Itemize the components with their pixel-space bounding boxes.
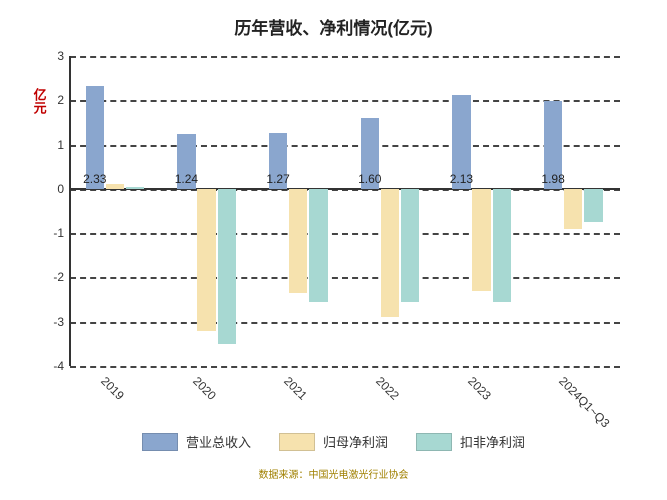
plot-area: -4-3-2-101232.3320191.2420201.2720211.60… xyxy=(70,56,620,366)
bar-value-label: 1.27 xyxy=(266,172,289,186)
grid-line xyxy=(70,100,620,102)
legend-label: 扣非净利润 xyxy=(460,432,525,451)
bar xyxy=(564,189,582,229)
y-tick-label: 0 xyxy=(57,182,64,196)
bar-value-label: 1.60 xyxy=(358,172,381,186)
legend-item: 营业总收入 xyxy=(142,432,251,451)
bar-value-label: 1.98 xyxy=(541,172,564,186)
x-tick-label: 2023 xyxy=(465,374,494,403)
y-axis xyxy=(69,56,71,366)
grid-line xyxy=(70,145,620,147)
y-tick-label: -1 xyxy=(53,226,64,240)
chart-container: 历年营收、净利情况(亿元) 亿元 -4-3-2-101232.3320191.2… xyxy=(0,0,667,500)
grid-line xyxy=(70,56,620,58)
legend-item: 扣非净利润 xyxy=(416,432,525,451)
bar-value-label: 1.24 xyxy=(175,172,198,186)
bar xyxy=(493,189,511,302)
legend-swatch xyxy=(279,433,315,451)
bar xyxy=(289,189,307,293)
bar xyxy=(106,184,124,188)
bar xyxy=(309,189,327,302)
bar xyxy=(584,189,602,222)
x-tick-label: 2022 xyxy=(373,374,402,403)
bar xyxy=(401,189,419,302)
x-tick-label: 2021 xyxy=(281,374,310,403)
x-tick-label: 2024Q1~Q3 xyxy=(556,374,612,430)
bar xyxy=(381,189,399,317)
y-tick-label: 2 xyxy=(57,93,64,107)
chart-title: 历年营收、净利情况(亿元) xyxy=(0,14,667,39)
legend-swatch xyxy=(142,433,178,451)
grid-line xyxy=(70,277,620,279)
y-tick-label: 3 xyxy=(57,49,64,63)
legend-label: 营业总收入 xyxy=(186,432,251,451)
grid-line xyxy=(70,233,620,235)
bar xyxy=(126,187,144,189)
bar xyxy=(218,189,236,344)
x-tick-label: 2019 xyxy=(98,374,127,403)
bar-value-label: 2.33 xyxy=(83,172,106,186)
legend: 营业总收入 归母净利润 扣非净利润 xyxy=(0,432,667,451)
legend-label: 归母净利润 xyxy=(323,432,388,451)
grid-line xyxy=(70,366,620,368)
y-tick-label: 1 xyxy=(57,138,64,152)
y-tick-label: -2 xyxy=(53,270,64,284)
bar xyxy=(197,189,215,331)
legend-item: 归母净利润 xyxy=(279,432,388,451)
bar xyxy=(472,189,490,291)
bar-value-label: 2.13 xyxy=(450,172,473,186)
x-tick-label: 2020 xyxy=(190,374,219,403)
grid-line xyxy=(70,322,620,324)
y-axis-label: 亿元 xyxy=(32,88,46,114)
y-tick-label: -3 xyxy=(53,315,64,329)
legend-swatch xyxy=(416,433,452,451)
x-axis xyxy=(70,188,620,190)
source-note: 数据来源：中国光电激光行业协会 xyxy=(0,466,667,481)
y-tick-label: -4 xyxy=(53,359,64,373)
